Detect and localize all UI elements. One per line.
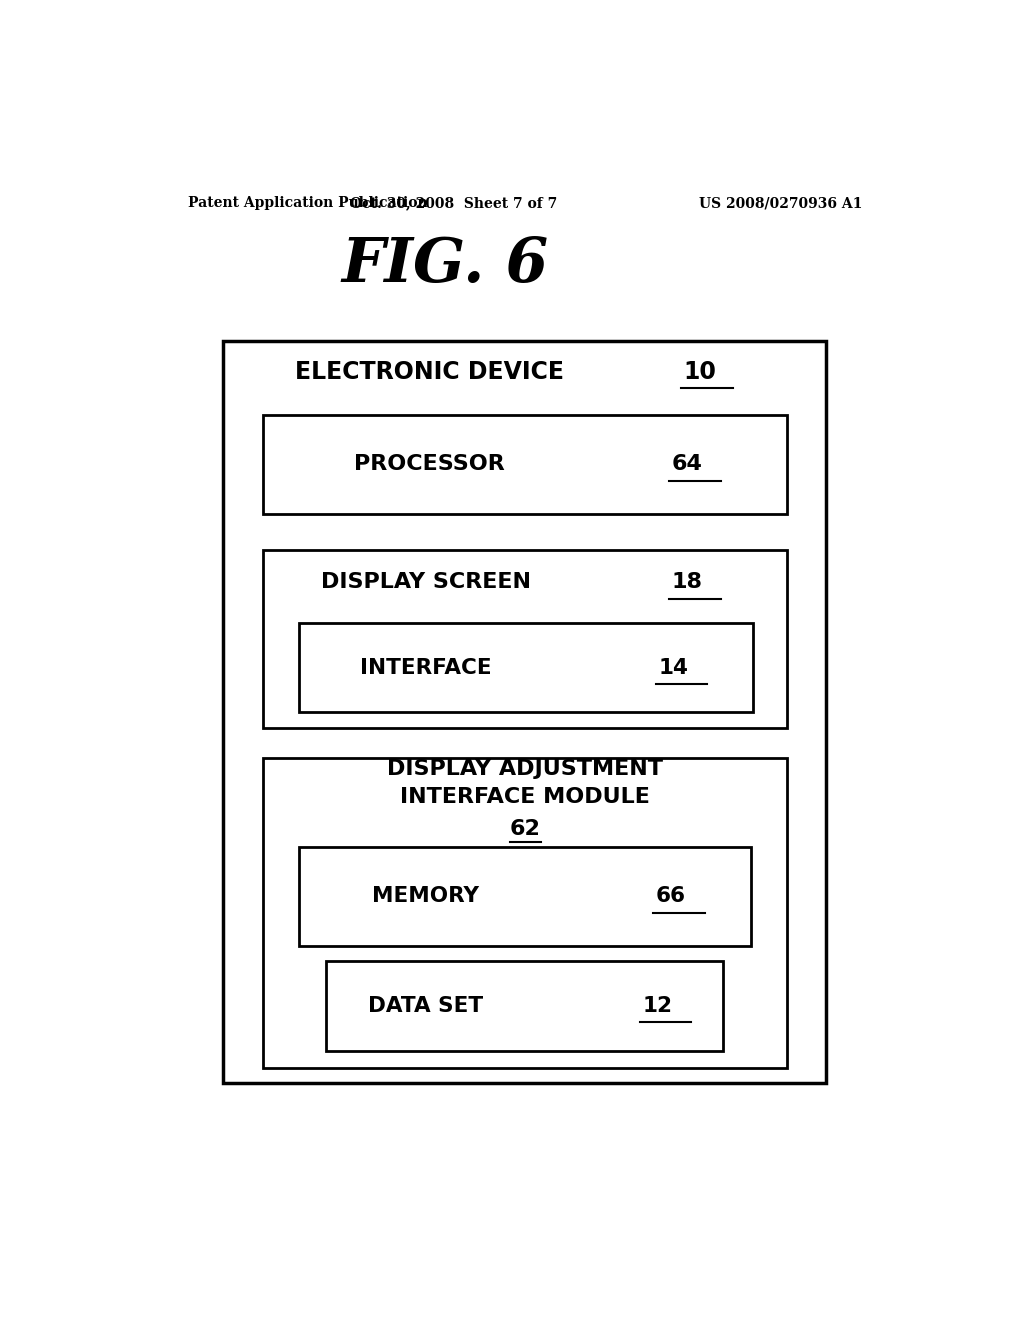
Text: PROCESSOR: PROCESSOR [354,454,505,474]
Text: FIG. 6: FIG. 6 [342,235,549,296]
Text: 12: 12 [642,997,672,1016]
Text: 66: 66 [655,886,686,907]
Text: 10: 10 [684,360,717,384]
Text: DISPLAY SCREEN: DISPLAY SCREEN [321,573,530,593]
Text: ELECTRONIC DEVICE: ELECTRONIC DEVICE [295,360,564,384]
Text: 64: 64 [672,454,702,474]
Text: Oct. 30, 2008  Sheet 7 of 7: Oct. 30, 2008 Sheet 7 of 7 [350,197,557,210]
Text: Patent Application Publication: Patent Application Publication [187,197,427,210]
Text: DATA SET: DATA SET [368,997,483,1016]
Bar [263,549,786,727]
Bar [263,758,786,1068]
Text: INTERFACE: INTERFACE [359,657,492,677]
Bar [327,961,723,1051]
Bar [263,414,786,515]
Text: 18: 18 [672,573,702,593]
Text: DISPLAY ADJUSTMENT
INTERFACE MODULE: DISPLAY ADJUSTMENT INTERFACE MODULE [387,759,663,808]
Bar [299,623,753,713]
Bar [299,846,751,946]
Text: 14: 14 [658,657,688,677]
Text: MEMORY: MEMORY [372,886,479,907]
Text: US 2008/0270936 A1: US 2008/0270936 A1 [699,197,863,210]
Bar [223,342,826,1084]
Text: 62: 62 [509,820,541,840]
